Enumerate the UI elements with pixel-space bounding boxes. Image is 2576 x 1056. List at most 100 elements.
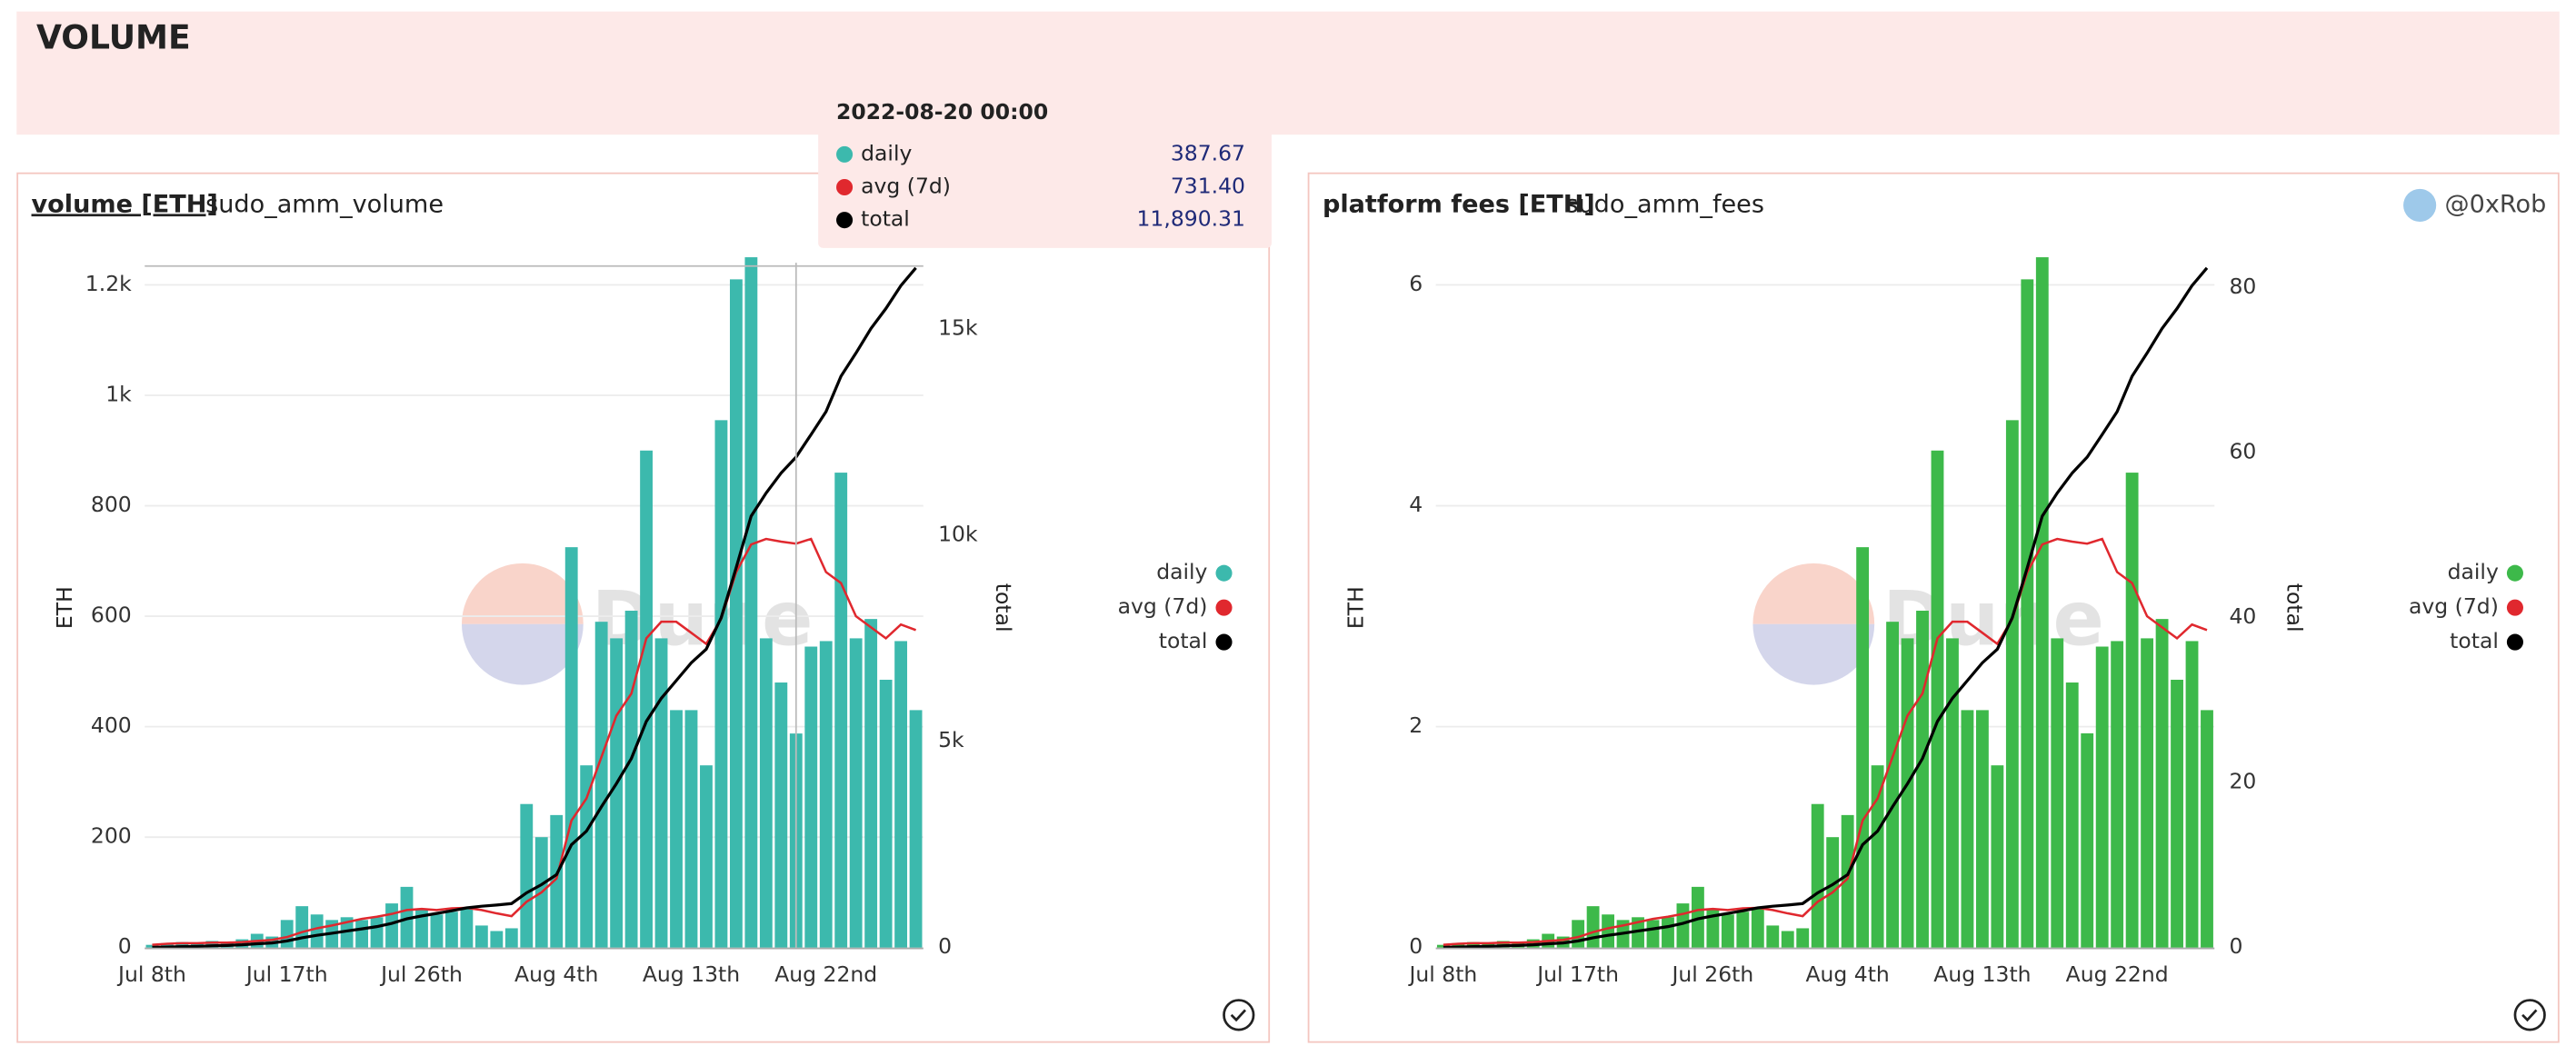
tooltip-dot (836, 145, 854, 163)
bar (729, 279, 743, 948)
bar (400, 886, 414, 948)
x-tick-label: Jul 8th (116, 961, 186, 987)
x-tick-label: Aug 4th (1805, 961, 1889, 987)
y2-tick-label: 5k (938, 727, 964, 752)
bar (1586, 906, 1600, 948)
x-tick-label: Aug 22nd (774, 961, 877, 987)
legend-label: avg (7d) (2409, 593, 2499, 619)
bar (624, 611, 638, 948)
bar (1916, 611, 1929, 948)
bar (849, 638, 863, 948)
y2-tick-label: 40 (2229, 603, 2256, 629)
legend-dot (2506, 564, 2523, 582)
tooltip-dot (836, 178, 854, 196)
watermark-text: Dune (592, 575, 814, 663)
y-tick-label: 6 (1409, 271, 1423, 296)
bar (175, 941, 189, 948)
bar (370, 917, 384, 948)
bar (2185, 641, 2199, 948)
bar (774, 682, 788, 948)
y2-tick-label: 60 (2229, 438, 2256, 463)
y2-tick-label: 10k (938, 521, 978, 546)
panel-title[interactable]: platform fees [ETH] (1323, 190, 1595, 218)
check-icon[interactable] (1223, 999, 1255, 1031)
bar (1886, 622, 1899, 948)
x-tick-label: Jul 26th (1671, 961, 1754, 987)
bar (205, 941, 219, 948)
x-tick-label: Jul 26th (379, 961, 463, 987)
bar (2035, 257, 2049, 948)
legend-label: total (1159, 628, 1208, 653)
bar (834, 473, 848, 948)
panel-title[interactable]: volume [ETH] (32, 190, 218, 218)
bar (1662, 917, 1674, 948)
panel-subtitle: sudo_amm_volume (205, 190, 444, 218)
bar (1991, 765, 2004, 948)
x-tick-label: Aug 13th (1933, 961, 2031, 987)
watermark-logo (462, 623, 584, 685)
bar (879, 679, 893, 948)
bar (2141, 638, 2154, 948)
y2-axis-label: total (2281, 583, 2307, 633)
legend-dot (2506, 633, 2523, 651)
bar (415, 909, 428, 948)
y-tick-label: 1.2k (85, 271, 132, 296)
y-axis-label: ETH (52, 586, 77, 629)
tooltip-name: total (861, 206, 910, 232)
bar (1975, 710, 1989, 948)
bar (1736, 912, 1750, 948)
bar (654, 638, 668, 948)
legend-dot (1215, 599, 1233, 616)
bar (564, 547, 578, 948)
watermark-text: Dune (1882, 575, 2104, 663)
legend-label: total (2450, 628, 2499, 653)
bar (430, 914, 444, 948)
bar (819, 641, 833, 948)
bar (2111, 641, 2124, 948)
y2-tick-label: 0 (938, 933, 952, 959)
line (152, 537, 917, 946)
tooltip-dot (836, 212, 854, 229)
x-tick-label: Jul 17th (1535, 961, 1619, 987)
bar (1452, 942, 1465, 948)
bar (594, 622, 608, 948)
bar (2065, 682, 2079, 948)
header-title: VOLUME (36, 17, 191, 56)
bar (2005, 420, 2019, 948)
bar (1961, 710, 1974, 948)
bar (909, 710, 923, 948)
bar (2171, 679, 2183, 948)
tooltip-value: 11,890.31 (1136, 206, 1245, 232)
bar (804, 646, 818, 948)
y2-axis-label: total (991, 583, 1016, 633)
bar (2201, 710, 2213, 948)
bar (1721, 914, 1734, 948)
x-tick-label: Aug 13th (643, 961, 740, 987)
bar (474, 925, 488, 948)
bar (1602, 914, 1615, 948)
bar (1811, 803, 1824, 948)
tooltip-name: avg (7d) (861, 174, 951, 199)
bar (2155, 619, 2169, 948)
y-tick-label: 400 (91, 712, 132, 738)
bar (759, 638, 773, 948)
avatar[interactable] (2403, 188, 2437, 222)
check-icon[interactable] (2513, 999, 2546, 1031)
bar (1751, 909, 1764, 948)
author[interactable]: @0xRob (2445, 190, 2547, 218)
bar (1466, 941, 1480, 948)
bar (1572, 920, 1585, 948)
bar (700, 765, 713, 948)
bar (460, 909, 474, 948)
watermark-logo (1752, 623, 1875, 685)
bar (355, 920, 368, 948)
y2-tick-label: 15k (938, 314, 978, 340)
bar (310, 914, 324, 948)
bar (1766, 925, 1780, 948)
bar (1946, 638, 1959, 948)
watermark-logo (1752, 563, 1875, 624)
y2-tick-label: 20 (2229, 769, 2256, 794)
bar (2081, 732, 2094, 948)
bar (2021, 279, 2034, 948)
y-tick-label: 0 (1409, 933, 1423, 959)
